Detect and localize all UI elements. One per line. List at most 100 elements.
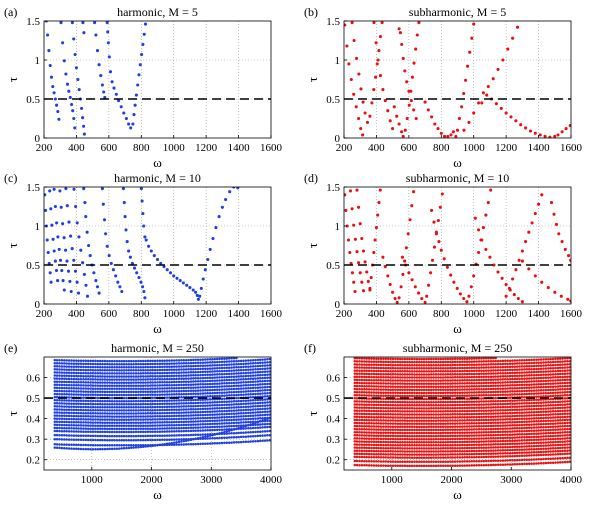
data-point — [93, 21, 97, 25]
data-point — [115, 421, 119, 424]
data-point — [539, 401, 543, 404]
data-point — [453, 450, 457, 453]
data-point — [122, 444, 126, 447]
data-point — [208, 373, 212, 376]
data-point — [204, 401, 207, 404]
data-point — [249, 411, 252, 414]
data-point — [120, 444, 123, 447]
data-point — [70, 359, 73, 362]
data-point — [249, 435, 252, 438]
data-point — [427, 410, 431, 413]
data-point — [520, 423, 524, 427]
data-point — [218, 410, 221, 413]
data-point — [168, 438, 171, 441]
data-point — [413, 419, 416, 422]
data-point — [172, 414, 176, 418]
data-point — [418, 464, 421, 468]
data-point — [560, 240, 564, 244]
data-point — [220, 416, 224, 419]
data-point — [218, 366, 221, 370]
data-point — [139, 375, 143, 378]
data-point — [266, 419, 269, 423]
data-point — [239, 424, 243, 427]
data-point — [75, 368, 78, 372]
data-point — [422, 456, 426, 459]
data-point — [496, 409, 500, 412]
data-point — [391, 416, 395, 419]
data-point — [410, 422, 414, 426]
data-point — [499, 106, 503, 110]
data-point — [465, 452, 469, 456]
data-point — [525, 401, 529, 405]
data-point — [82, 430, 85, 433]
data-point — [72, 377, 76, 381]
data-point — [149, 384, 152, 387]
data-point — [566, 418, 569, 422]
data-point — [408, 419, 411, 422]
data-point — [72, 434, 76, 437]
data-point — [439, 419, 443, 422]
data-point — [470, 440, 474, 444]
data-point — [566, 440, 569, 443]
data-point — [360, 455, 364, 459]
data-point — [65, 417, 68, 421]
data-point — [263, 385, 267, 389]
data-point — [515, 417, 519, 421]
data-point — [418, 410, 421, 413]
data-point — [391, 127, 395, 131]
data-point — [175, 371, 178, 374]
data-point — [165, 434, 169, 437]
data-point — [177, 402, 181, 405]
data-point — [375, 456, 378, 459]
data-point — [82, 124, 86, 128]
data-point — [129, 375, 133, 378]
data-point — [463, 440, 466, 444]
data-point — [487, 455, 490, 459]
data-point — [506, 411, 509, 415]
data-point — [456, 419, 459, 422]
data-point — [180, 365, 183, 368]
data-point — [511, 36, 515, 40]
data-point — [165, 421, 169, 424]
data-point — [115, 412, 119, 415]
data-point — [53, 411, 57, 414]
data-point — [213, 442, 217, 445]
data-point — [266, 382, 269, 386]
data-point — [232, 424, 236, 428]
data-point — [211, 407, 214, 410]
data-point — [452, 280, 456, 284]
data-point — [556, 428, 560, 431]
data-point — [475, 431, 478, 434]
y-tick-label: 0.6 — [26, 373, 40, 385]
data-point — [461, 434, 464, 438]
data-point — [544, 461, 548, 465]
data-point — [494, 459, 497, 463]
data-point — [422, 404, 426, 407]
data-point — [544, 425, 548, 429]
data-point — [422, 447, 426, 450]
data-point — [53, 405, 57, 408]
y-tick-label: 1 — [35, 221, 41, 233]
data-point — [156, 393, 159, 396]
x-tick-label: 1000 — [463, 142, 486, 154]
data-point — [96, 405, 100, 409]
data-point — [161, 427, 164, 430]
data-point — [525, 462, 529, 466]
x-tick-label: 1600 — [560, 308, 583, 320]
data-point — [108, 396, 111, 400]
data-point — [122, 372, 126, 375]
data-point — [175, 362, 178, 365]
data-points — [353, 357, 571, 468]
data-point — [63, 371, 66, 374]
data-point — [465, 406, 469, 410]
data-point — [251, 423, 255, 427]
data-point — [537, 438, 540, 441]
data-point — [415, 431, 419, 435]
y-tick-label: 1.5 — [326, 182, 340, 194]
data-point — [53, 423, 57, 427]
data-point — [568, 123, 571, 128]
data-point — [208, 247, 212, 251]
data-point — [429, 422, 433, 426]
data-point — [146, 430, 150, 434]
data-point — [235, 390, 238, 394]
